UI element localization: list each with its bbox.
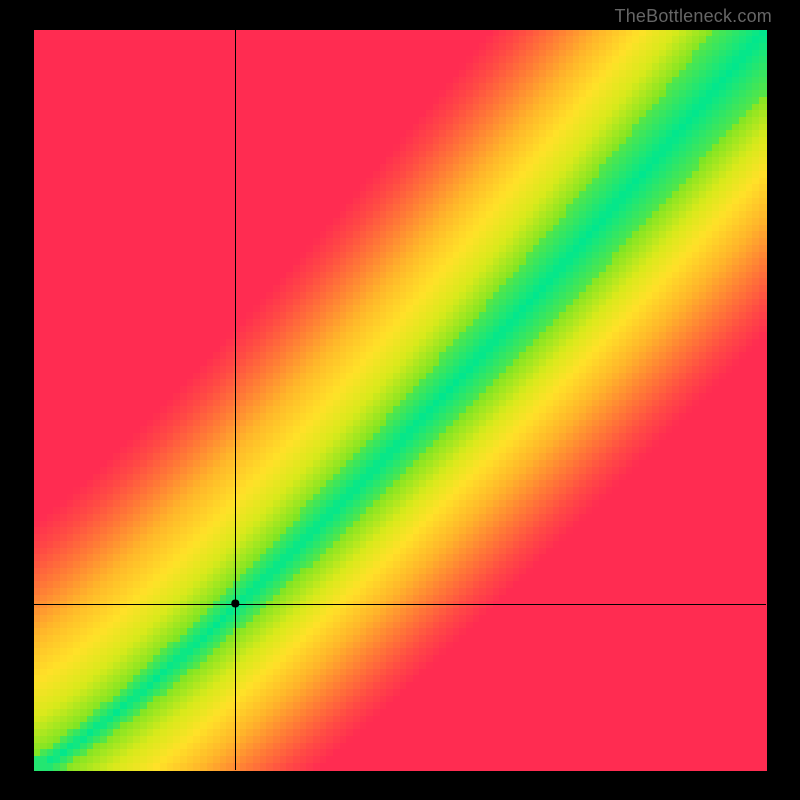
chart-container: { "watermark": { "text": "TheBottleneck.… xyxy=(0,0,800,800)
bottleneck-heatmap xyxy=(0,0,800,800)
watermark-text: TheBottleneck.com xyxy=(615,6,772,27)
